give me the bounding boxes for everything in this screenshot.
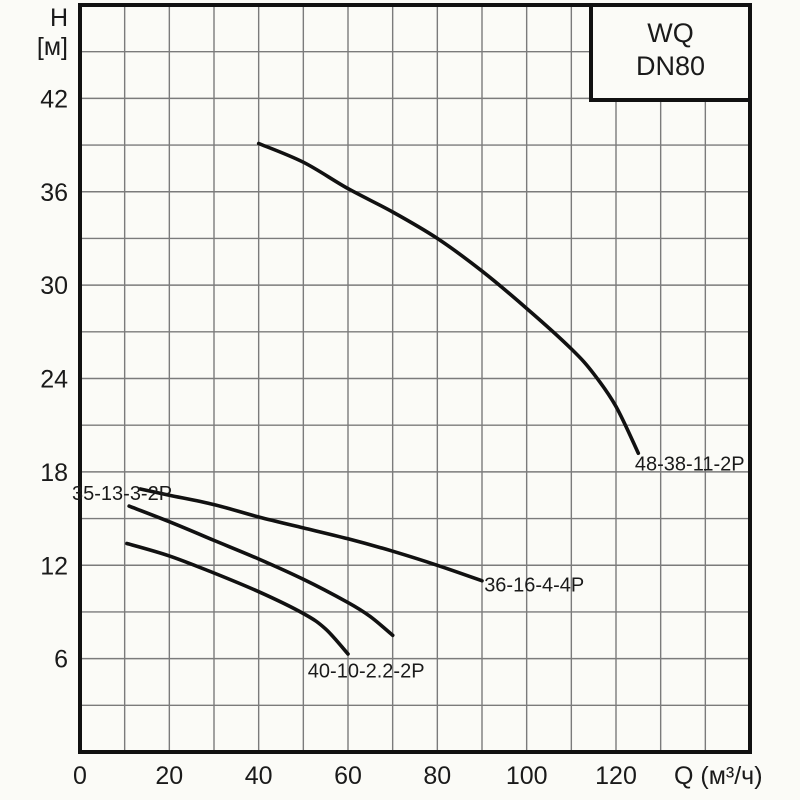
curve-label-35-13-3-2P: 35-13-3-2P (72, 483, 172, 505)
y-tick-label: 30 (40, 272, 68, 300)
curve-label-40-10-2.2-2P: 40-10-2.2-2P (308, 660, 425, 682)
grid (80, 5, 750, 752)
pump-curve-35-13-3-2P (127, 504, 395, 638)
x-tick-label: 80 (423, 762, 451, 790)
y-tick-label: 18 (40, 459, 68, 487)
x-tick-label: 60 (334, 762, 362, 790)
y-axis-title: H [м] (0, 4, 68, 62)
y-axis-title-unit: [м] (36, 33, 68, 61)
plot-border (78, 3, 752, 754)
x-axis-title: Q (м³/ч) (674, 762, 763, 790)
pump-curve-36-16-4-4P (138, 487, 484, 583)
x-tick-label: 120 (595, 762, 637, 790)
title-box-line-1: WQ (647, 18, 694, 48)
pump-curve-40-10-2.2-2P (125, 541, 350, 656)
curve-label-36-16-4-4P: 36-16-4-4P (484, 575, 584, 597)
y-axis-title-symbol: H (49, 4, 68, 32)
x-tick-label: 100 (506, 762, 548, 790)
y-tick-label: 6 (54, 646, 68, 674)
title-box: WQ DN80 (589, 3, 752, 102)
tick-labels: 0 20 40 60 80 100 120 42 36 30 24 18 12 6 (40, 85, 637, 790)
y-tick-label: 24 (40, 366, 68, 394)
y-tick-label: 42 (40, 85, 68, 113)
y-tick-label: 36 (40, 179, 68, 207)
pump-curves (125, 141, 641, 656)
title-box-line-2: DN80 (635, 51, 706, 81)
curve-label-48-38-11-2P: 48-38-11-2P (635, 453, 745, 475)
y-tick-label: 12 (40, 552, 68, 580)
pump-curve-48-38-11-2P (256, 141, 641, 455)
x-tick-label: 20 (155, 762, 183, 790)
x-tick-label: 40 (245, 762, 273, 790)
x-tick-label: 0 (73, 762, 87, 790)
curve-labels: 48-38-11-2P 36-16-4-4P 35-13-3-2P 40-10-2.2… (72, 453, 745, 682)
